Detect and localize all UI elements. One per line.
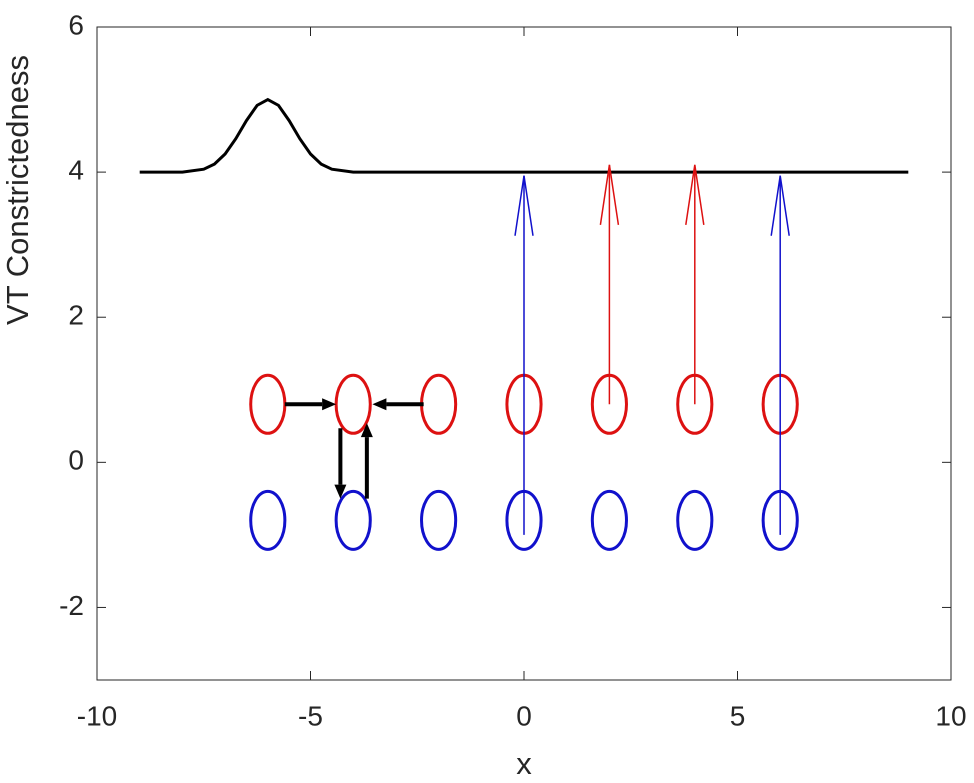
ellipse — [249, 489, 287, 551]
arrow-head — [599, 164, 620, 225]
arrow-head — [334, 484, 347, 499]
arrow-head — [514, 175, 534, 236]
x-tick-label: 0 — [516, 700, 532, 731]
arrow-head — [685, 164, 705, 225]
x-tick-label: 10 — [935, 700, 966, 731]
y-tick-label: -2 — [59, 590, 84, 621]
line — [139, 97, 909, 174]
ellipse — [676, 489, 714, 551]
arrow — [685, 164, 705, 405]
ellipse — [249, 373, 287, 435]
y-tick-label: 6 — [68, 9, 84, 40]
x-tick-label: -5 — [298, 700, 323, 731]
y-tick-label: 4 — [68, 155, 84, 186]
arrow — [360, 423, 373, 499]
x-axis-label: x — [516, 746, 532, 781]
y-tick-label: 2 — [68, 300, 84, 331]
y-axis-label: VT Constrictedness — [0, 55, 35, 325]
arrow-head — [360, 423, 373, 438]
arrow — [514, 175, 534, 535]
arrow — [372, 398, 424, 411]
arrow-head — [322, 398, 337, 411]
arrow — [599, 164, 620, 405]
ellipse — [420, 489, 458, 551]
ellipse — [420, 373, 458, 435]
ellipse — [334, 373, 372, 435]
arrow — [284, 398, 337, 411]
x-tick-label: 5 — [730, 700, 746, 731]
arrow — [334, 428, 347, 499]
y-tick-label: 0 — [68, 445, 84, 476]
arrow-head — [770, 175, 790, 236]
arrow-head — [372, 398, 387, 411]
ellipse — [334, 489, 372, 551]
ellipse — [590, 489, 628, 551]
x-tick-label: -10 — [77, 700, 117, 731]
arrow — [770, 175, 790, 535]
